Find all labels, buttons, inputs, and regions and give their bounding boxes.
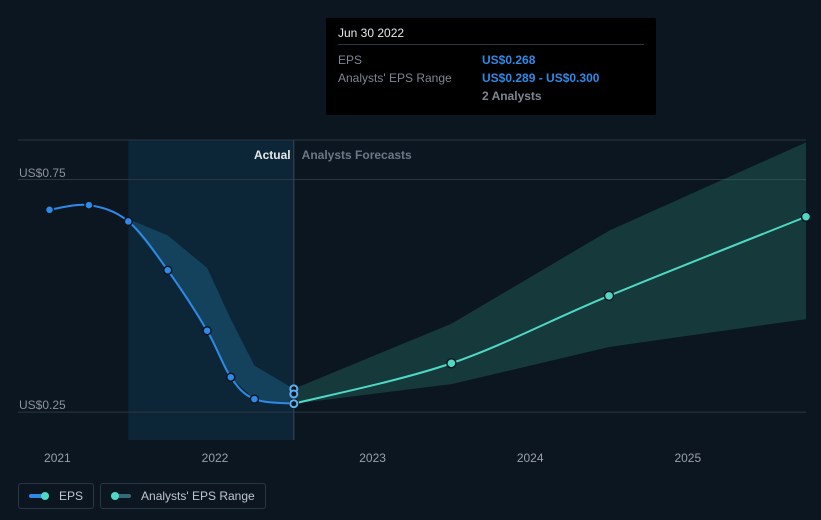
x-axis-tick: 2021: [44, 451, 71, 465]
tooltip-value: US$0.289 - US$0.300: [482, 69, 599, 87]
x-axis-tick: 2022: [202, 451, 229, 465]
tooltip-row: Analysts' EPS Range US$0.289 - US$0.300 …: [338, 69, 644, 105]
legend-item-range[interactable]: Analysts' EPS Range: [100, 483, 266, 509]
x-axis-tick: 2024: [517, 451, 544, 465]
chart-tooltip: Jun 30 2022 EPS US$0.268 Analysts' EPS R…: [326, 18, 656, 115]
section-label-actual: Actual: [254, 148, 291, 162]
legend-swatch: [111, 494, 131, 498]
section-label-forecast: Analysts Forecasts: [302, 148, 412, 162]
tooltip-value: US$0.268: [482, 51, 535, 69]
legend-label: EPS: [59, 489, 83, 503]
chart-legend: EPS Analysts' EPS Range: [18, 483, 266, 509]
legend-swatch: [29, 494, 49, 498]
y-axis-tick: US$0.25: [19, 398, 66, 412]
tooltip-divider: [338, 44, 644, 45]
legend-item-eps[interactable]: EPS: [18, 483, 94, 509]
tooltip-date: Jun 30 2022: [338, 26, 644, 40]
x-axis-tick: 2023: [359, 451, 386, 465]
y-axis-tick: US$0.75: [19, 166, 66, 180]
legend-label: Analysts' EPS Range: [141, 489, 255, 503]
tooltip-label: Analysts' EPS Range: [338, 69, 458, 105]
tooltip-label: EPS: [338, 51, 458, 69]
tooltip-row: EPS US$0.268: [338, 51, 644, 69]
tooltip-meta: 2 Analysts: [482, 87, 599, 105]
x-axis-tick: 2025: [674, 451, 701, 465]
chart-container: US$0.75 US$0.25 2021 2022 2023 2024 2025…: [0, 0, 821, 520]
